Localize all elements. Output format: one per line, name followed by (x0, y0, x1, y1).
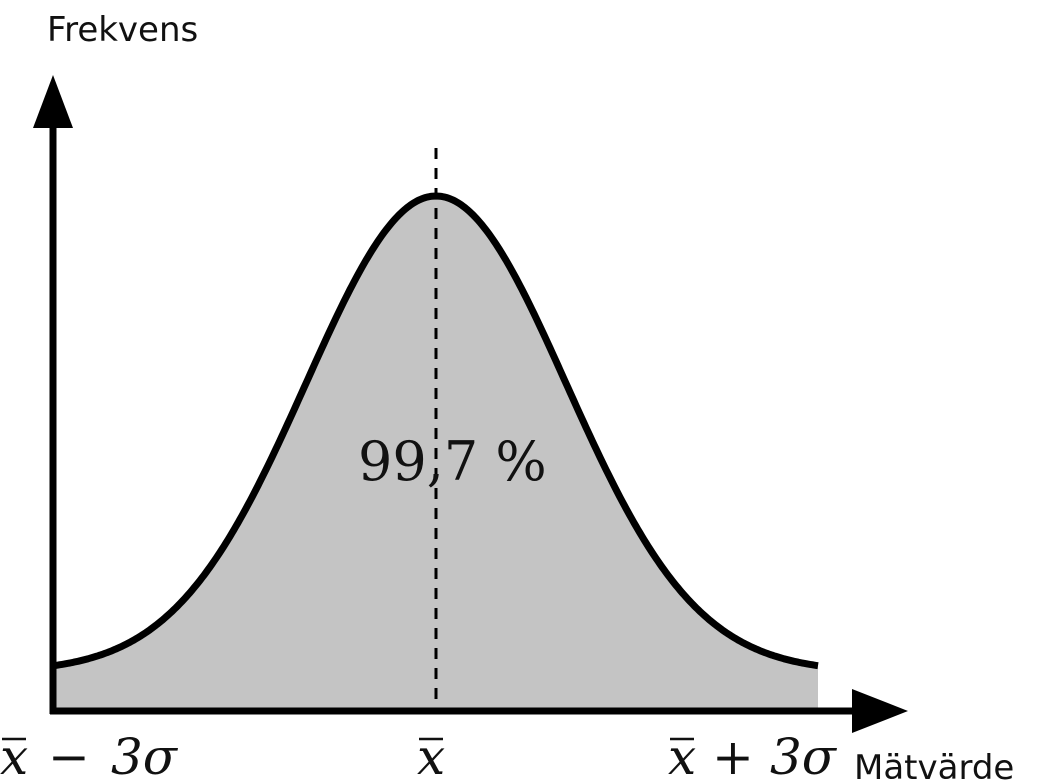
tick-label-mean: x (417, 728, 445, 784)
tick-right-base: x (668, 728, 696, 784)
tick-left-term: 3σ (111, 728, 179, 784)
tick-left-operator: − (48, 728, 90, 784)
tick-center-base: x (417, 728, 445, 784)
y-axis-arrowhead (33, 75, 73, 128)
tick-right-term: 3σ (770, 728, 838, 784)
tick-label-mean-plus-3sigma: x + 3σ (668, 728, 838, 784)
y-axis-label: Frekvens (47, 10, 198, 50)
x-axis-label: Mätvärde (854, 748, 1014, 784)
area-percentage-label: 99,7 % (358, 430, 547, 493)
tick-left-base: x (0, 728, 28, 784)
tick-label-mean-minus-3sigma: x − 3σ (0, 728, 179, 784)
tick-right-operator: + (712, 728, 754, 784)
x-axis-arrowhead (852, 689, 908, 733)
